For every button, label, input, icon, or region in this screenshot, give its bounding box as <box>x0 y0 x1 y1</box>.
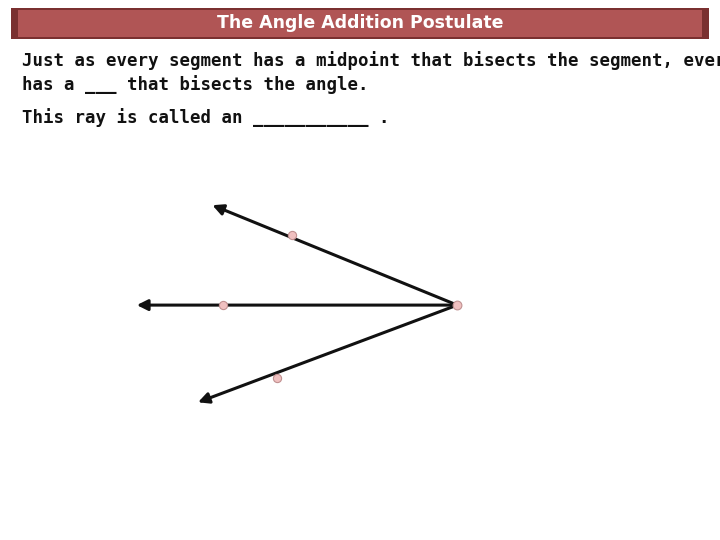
Point <box>286 231 297 239</box>
Text: This ray is called an ___________ .: This ray is called an ___________ . <box>22 108 389 127</box>
Point <box>451 301 463 309</box>
Text: Just as every segment has a midpoint that bisects the segment, every angle: Just as every segment has a midpoint tha… <box>22 51 720 70</box>
Text: has a ___ that bisects the angle.: has a ___ that bisects the angle. <box>22 75 368 93</box>
Point <box>217 301 229 309</box>
Bar <box>18 10 702 37</box>
Bar <box>11 8 709 39</box>
Text: The Angle Addition Postulate: The Angle Addition Postulate <box>217 14 503 32</box>
Point <box>271 374 283 382</box>
